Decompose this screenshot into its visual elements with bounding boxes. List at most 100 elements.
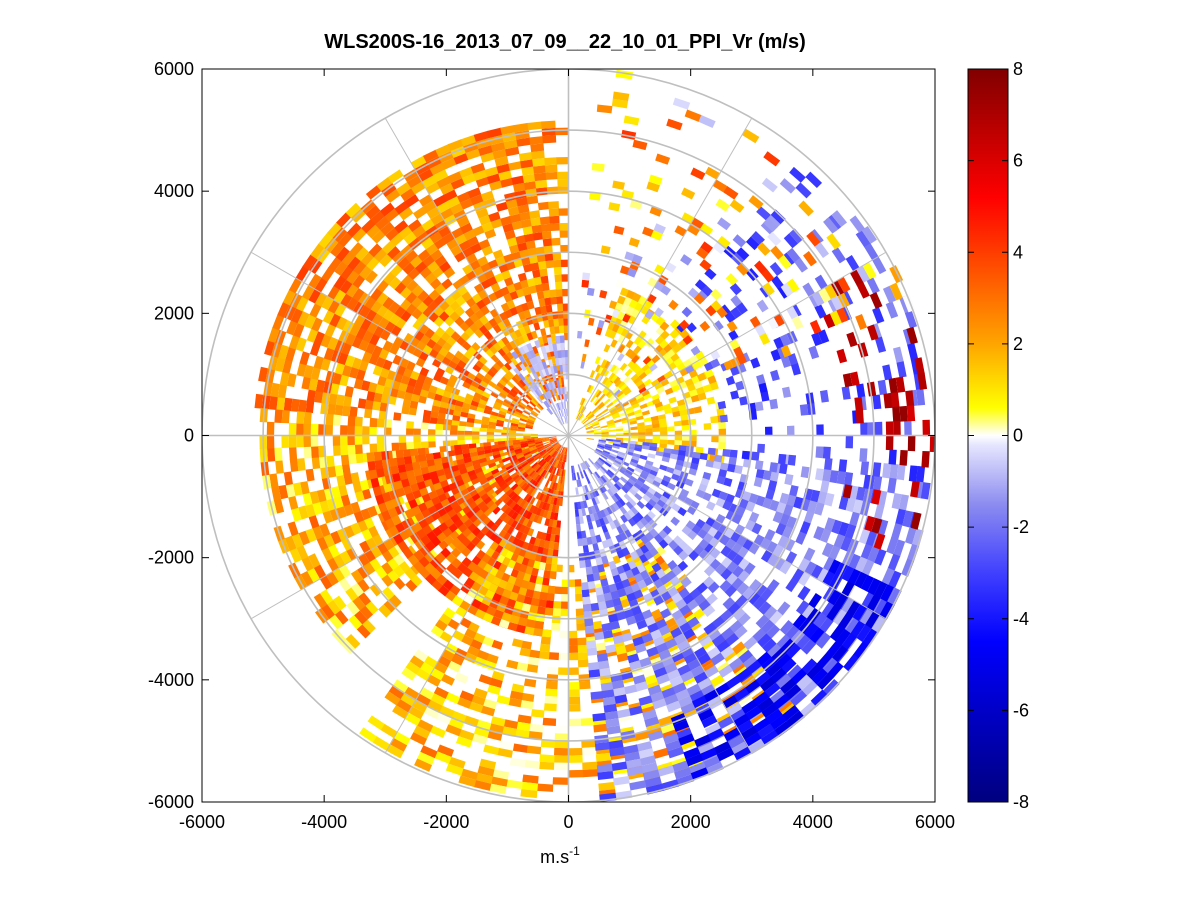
velocity-gate: [697, 742, 715, 756]
velocity-gate: [518, 422, 527, 426]
velocity-gate: [494, 544, 504, 554]
velocity-gate: [463, 593, 475, 605]
velocity-gate: [437, 744, 455, 757]
velocity-gate: [707, 581, 720, 594]
velocity-gate: [594, 399, 601, 406]
velocity-gate: [557, 476, 562, 484]
velocity-gate: [422, 149, 439, 163]
velocity-gate: [639, 403, 648, 410]
velocity-gate: [411, 505, 422, 516]
velocity-gate: [661, 779, 680, 791]
velocity-gate: [581, 398, 586, 406]
velocity-gate: [551, 394, 557, 402]
velocity-gate: [454, 672, 469, 684]
velocity-gate: [637, 422, 645, 427]
velocity-gate: [732, 553, 744, 566]
velocity-gate: [727, 734, 746, 749]
velocity-gate: [439, 613, 452, 626]
velocity-gate: [527, 392, 534, 400]
velocity-gate: [612, 443, 621, 447]
velocity-gate: [906, 543, 920, 562]
velocity-gate: [384, 691, 401, 706]
velocity-gate: [733, 687, 750, 702]
colorbar-tick-label: -4: [1013, 609, 1029, 629]
velocity-gate: [467, 187, 482, 199]
velocity-gate: [816, 424, 824, 436]
velocity-gate: [513, 445, 522, 451]
velocity-gate: [447, 450, 456, 457]
velocity-gate: [536, 783, 554, 792]
velocity-gate: [536, 444, 544, 449]
velocity-gate: [491, 576, 502, 587]
velocity-gate: [538, 447, 546, 453]
velocity-gate: [540, 460, 547, 468]
velocity-gate: [711, 435, 719, 443]
velocity-gate: [732, 234, 747, 248]
velocity-gate: [536, 606, 546, 615]
velocity-gate: [498, 740, 515, 751]
velocity-gate: [624, 569, 635, 579]
velocity-gate: [479, 758, 497, 770]
velocity-gate: [523, 325, 532, 334]
velocity-gate: [864, 243, 879, 261]
velocity-gate: [625, 469, 634, 476]
velocity-gate: [518, 355, 526, 364]
velocity-gate: [455, 453, 464, 461]
velocity-gate: [410, 155, 427, 169]
velocity-gate: [464, 435, 473, 441]
velocity-gate: [413, 435, 421, 443]
velocity-gate: [730, 531, 741, 543]
velocity-gate: [319, 523, 331, 537]
velocity-gate: [702, 384, 712, 393]
velocity-gate: [742, 655, 758, 670]
velocity-gate: [541, 368, 547, 377]
velocity-gate: [471, 526, 482, 537]
velocity-gate: [638, 371, 648, 380]
velocity-gate: [511, 350, 519, 360]
velocity-gate: [313, 355, 324, 370]
velocity-gate: [602, 696, 616, 706]
velocity-gate: [676, 774, 695, 787]
velocity-gate: [688, 761, 707, 775]
velocity-gate: [756, 206, 772, 221]
velocity-gate: [681, 306, 693, 318]
velocity-gate: [362, 426, 370, 436]
velocity-gate: [714, 682, 730, 697]
velocity-gate: [308, 288, 322, 304]
velocity-gate: [457, 425, 466, 431]
velocity-gate: [473, 169, 488, 181]
velocity-gate: [522, 526, 531, 535]
velocity-gate: [466, 372, 476, 381]
velocity-gate: [773, 693, 790, 710]
velocity-gate: [548, 344, 554, 353]
velocity-gate: [756, 299, 769, 313]
velocity-gate: [489, 783, 507, 795]
velocity-gate: [392, 705, 409, 720]
velocity-gate: [602, 474, 609, 482]
velocity-gate: [551, 381, 556, 389]
velocity-gate: [553, 350, 559, 359]
velocity-gate: [595, 326, 603, 336]
velocity-gate: [701, 285, 714, 297]
velocity-gate: [757, 697, 774, 713]
velocity-gate: [827, 589, 842, 606]
velocity-gate: [364, 296, 377, 310]
velocity-gate: [534, 380, 541, 389]
velocity-gate: [377, 375, 387, 387]
velocity-gate: [364, 270, 378, 284]
velocity-gate: [627, 411, 635, 417]
velocity-gate: [541, 547, 549, 556]
velocity-gate: [508, 697, 522, 708]
velocity-gate: [367, 525, 379, 538]
velocity-gate: [801, 638, 817, 655]
velocity-gate: [396, 181, 412, 196]
velocity-gate: [688, 550, 700, 561]
velocity-gate: [784, 473, 794, 486]
velocity-gate: [645, 476, 655, 484]
velocity-gate: [721, 695, 738, 709]
velocity-gate: [353, 510, 365, 523]
velocity-gate: [350, 472, 360, 484]
velocity-gate: [446, 336, 457, 347]
velocity-gate: [287, 521, 299, 537]
